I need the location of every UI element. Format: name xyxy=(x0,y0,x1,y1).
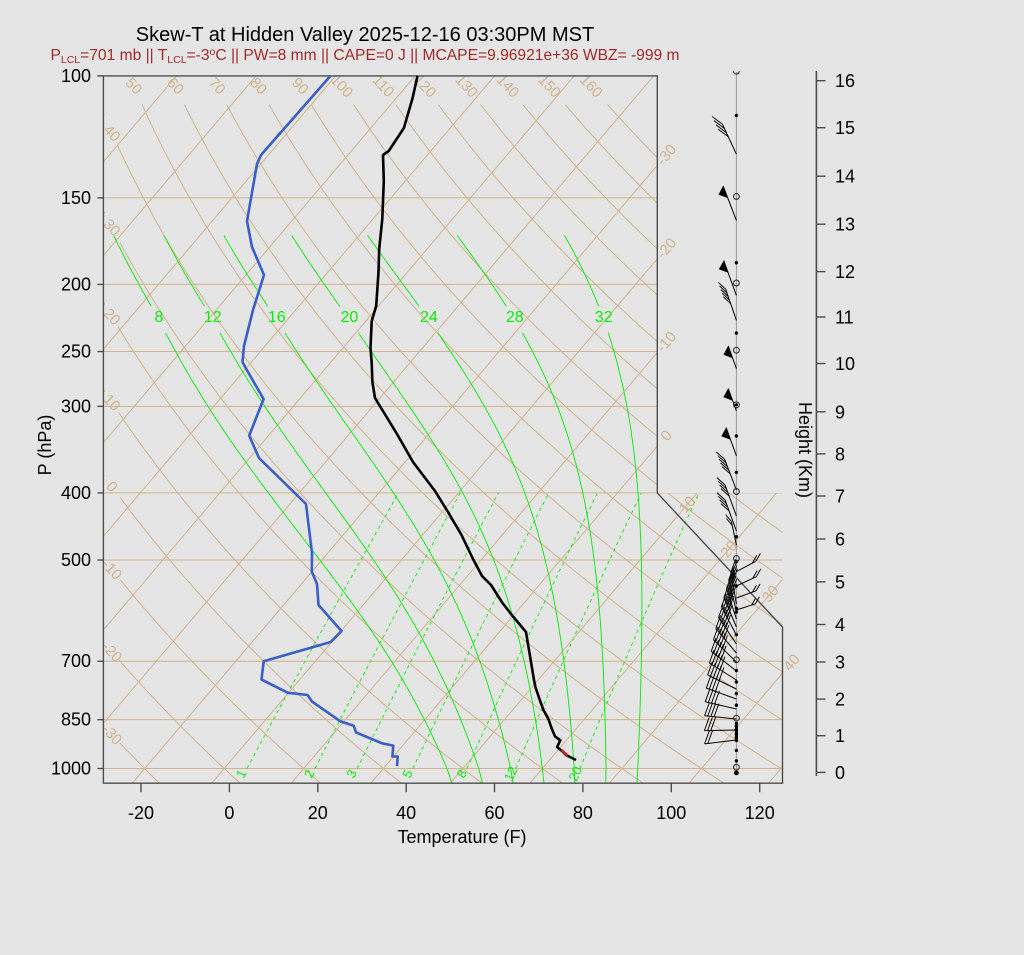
svg-text:150: 150 xyxy=(61,188,91,208)
svg-text:Temperature (F): Temperature (F) xyxy=(397,827,526,847)
svg-text:300: 300 xyxy=(61,396,91,416)
svg-text:24: 24 xyxy=(420,309,438,326)
svg-text:8: 8 xyxy=(155,309,164,326)
svg-text:80: 80 xyxy=(573,803,593,823)
svg-text:1000: 1000 xyxy=(51,759,91,779)
svg-text:13: 13 xyxy=(835,215,855,235)
svg-text:120: 120 xyxy=(745,803,775,823)
svg-text:100: 100 xyxy=(656,803,686,823)
svg-text:14: 14 xyxy=(835,167,855,187)
svg-text:500: 500 xyxy=(61,550,91,570)
svg-text:28: 28 xyxy=(506,309,524,326)
svg-text:32: 32 xyxy=(595,309,613,326)
svg-text:850: 850 xyxy=(61,710,91,730)
svg-text:100: 100 xyxy=(61,66,91,86)
svg-text:10: 10 xyxy=(835,354,855,374)
svg-text:P (hPa): P (hPa) xyxy=(35,415,55,476)
svg-text:40: 40 xyxy=(396,803,416,823)
svg-text:PLCL=701 mb || TLCL=-3oC || PW: PLCL=701 mb || TLCL=-3oC || PW=8 mm || C… xyxy=(50,46,679,66)
svg-text:-20: -20 xyxy=(128,803,154,823)
svg-text:400: 400 xyxy=(61,483,91,503)
svg-text:0: 0 xyxy=(224,803,234,823)
svg-text:16: 16 xyxy=(835,71,855,91)
svg-text:200: 200 xyxy=(61,274,91,294)
svg-text:20: 20 xyxy=(308,803,328,823)
svg-text:60: 60 xyxy=(484,803,504,823)
svg-text:1: 1 xyxy=(835,726,845,746)
svg-text:3: 3 xyxy=(835,653,845,673)
svg-text:700: 700 xyxy=(61,651,91,671)
svg-text:12: 12 xyxy=(835,262,855,282)
svg-text:9: 9 xyxy=(835,402,845,422)
svg-text:4: 4 xyxy=(835,615,845,635)
svg-text:2: 2 xyxy=(835,690,845,710)
svg-text:16: 16 xyxy=(268,309,286,326)
svg-text:Skew-T at Hidden Valley 2025-1: Skew-T at Hidden Valley 2025-12-16 03:30… xyxy=(136,24,594,46)
svg-text:0: 0 xyxy=(835,763,845,783)
svg-text:12: 12 xyxy=(204,309,222,326)
svg-text:11: 11 xyxy=(835,308,854,328)
svg-text:20: 20 xyxy=(341,309,359,326)
svg-text:15: 15 xyxy=(835,118,855,138)
svg-text:7: 7 xyxy=(835,487,845,507)
svg-text:6: 6 xyxy=(835,530,845,550)
svg-text:8: 8 xyxy=(835,444,845,464)
svg-text:5: 5 xyxy=(835,572,845,592)
svg-text:250: 250 xyxy=(61,342,91,362)
svg-text:Height (Km): Height (Km) xyxy=(795,402,815,498)
